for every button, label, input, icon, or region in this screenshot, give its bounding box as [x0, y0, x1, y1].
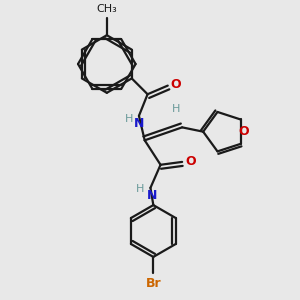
Text: N: N: [134, 116, 144, 130]
Text: CH₃: CH₃: [96, 4, 117, 14]
Text: O: O: [171, 78, 181, 91]
Text: O: O: [185, 155, 196, 168]
Text: H: H: [136, 184, 145, 194]
Text: H: H: [172, 104, 181, 114]
Text: H: H: [125, 114, 133, 124]
Text: Br: Br: [146, 277, 161, 290]
Text: O: O: [239, 125, 249, 138]
Text: N: N: [147, 188, 157, 202]
